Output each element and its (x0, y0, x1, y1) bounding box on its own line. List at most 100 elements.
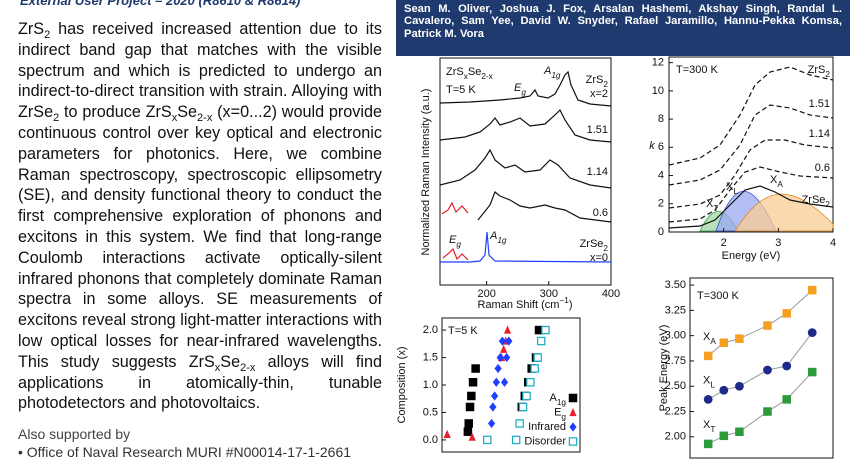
trace-label: 1.14 (587, 166, 608, 178)
x-tick-label: 3 (775, 237, 781, 249)
subscript: 2-x (197, 112, 213, 125)
data-point (498, 336, 506, 346)
text-run: A (549, 392, 557, 404)
data-point (533, 353, 542, 362)
ellipsometry-panel: T=300 K ZrS2 1.51 1.14 0.6 ZrSe2 XT XL X… (649, 56, 834, 262)
series-label: XA (703, 331, 716, 346)
data-point (763, 407, 772, 416)
x-axis-label: Raman Shift (cm−1) (478, 296, 573, 311)
spectrum-inset (441, 201, 469, 215)
spectrum (439, 70, 612, 107)
temperature-label: T=300 K (676, 64, 719, 76)
peak-energy-panel: T=300 K Peak Energy (eV) (658, 277, 834, 459)
text-run: X (726, 181, 734, 193)
text-run: to produce ZrS (59, 103, 172, 122)
subscript: 1g (557, 398, 567, 407)
support-item: • Office of Naval Research MURI #N00014-… (18, 444, 352, 460)
trace-note: x=0 (590, 252, 608, 264)
data-point (763, 321, 772, 330)
program-banner: External User Project – 2020 (R8610 & R8… (20, 0, 301, 8)
x-tick-label: 200 (477, 288, 495, 300)
subscript: L (710, 380, 715, 389)
data-point (735, 381, 744, 391)
temperature-label: T=300 K (697, 290, 740, 302)
text-run: X (706, 198, 714, 210)
data-point (735, 334, 744, 343)
superscript: −1 (559, 296, 569, 305)
text-run: A (543, 65, 551, 77)
data-point (467, 391, 476, 401)
curve-label: 1.14 (809, 128, 830, 140)
text-run: E (554, 406, 561, 418)
data-point (703, 394, 713, 404)
curve-label: ZrSe2 (802, 194, 831, 209)
k-curve (668, 185, 834, 229)
data-point (511, 435, 521, 445)
text-run: ZrS (446, 66, 464, 78)
data-point (465, 402, 475, 412)
data-point (530, 364, 539, 373)
data-point (735, 427, 744, 437)
subscript: A (777, 180, 783, 189)
subscript: x (214, 361, 221, 374)
subscript: 2 (603, 244, 608, 253)
subscript: 2 (603, 80, 608, 89)
trace-label: 0.6 (593, 207, 608, 219)
data-point (471, 364, 480, 373)
sample-label: ZrSxSe2-x (446, 66, 494, 81)
data-point (782, 395, 791, 404)
support-list: • Office of Naval Research MURI #N00014-… (18, 444, 351, 460)
x-tick-label: 4 (830, 237, 836, 249)
peak-label: Eg (514, 82, 526, 97)
data-point (494, 363, 502, 374)
subscript: 2 (53, 112, 60, 125)
y-axis-label: Peak Energy (eV) (658, 325, 670, 412)
k-curve (668, 66, 834, 166)
data-point (489, 402, 497, 412)
data-point (468, 432, 476, 441)
y-tick-label: 2.00 (665, 431, 686, 443)
k-curve (668, 166, 834, 223)
text-run: ZrSe (802, 194, 826, 206)
x-tick-label: 400 (602, 288, 620, 300)
exciton-label: XL (726, 181, 738, 196)
legend-label: A1g (549, 392, 566, 407)
curve-label: ZrS2 (808, 64, 831, 79)
data-point (487, 418, 496, 429)
series-label: XL (703, 374, 715, 389)
support-text: Office of Naval Research MURI #N00014-17… (26, 444, 352, 460)
data-point (496, 352, 504, 363)
raman-panel: ZrSxSe2-x T=5 K A1g Eg Eg A1g ZrS2 x=2 1… (420, 57, 612, 311)
series-label: XT (703, 419, 715, 434)
text-run: A (489, 230, 497, 242)
text-run: ) (569, 299, 573, 311)
spectrum (477, 191, 612, 223)
k-curve (668, 139, 834, 209)
text-run: Raman Shift (cm (478, 299, 560, 311)
data-point (719, 431, 729, 441)
subscript: 2-x (240, 361, 256, 374)
plot-frame (689, 277, 834, 459)
y-tick-label: 10 (652, 85, 664, 97)
data-point (464, 419, 473, 428)
subscript: T (713, 204, 718, 213)
legend-label: Disorder (524, 435, 566, 447)
data-point (782, 361, 792, 371)
y-tick-label: 0 (658, 226, 664, 238)
data-point (500, 377, 509, 387)
data-point (526, 378, 535, 387)
data-point (541, 325, 550, 335)
y-tick-label: 0.0 (423, 434, 438, 446)
data-point (719, 338, 729, 347)
data-point (518, 402, 528, 412)
y-tick-label: 6 (658, 141, 664, 153)
peak-label: Eg (449, 234, 461, 249)
exciton-label: XA (770, 174, 783, 189)
legend-marker (569, 407, 577, 417)
data-point (782, 309, 791, 318)
y-tick-label: 1.5 (423, 351, 438, 363)
legend-marker (569, 422, 577, 432)
temperature-label: T=5 K (448, 325, 478, 337)
text-run: ZrSe (580, 238, 604, 250)
data-point (719, 385, 729, 395)
